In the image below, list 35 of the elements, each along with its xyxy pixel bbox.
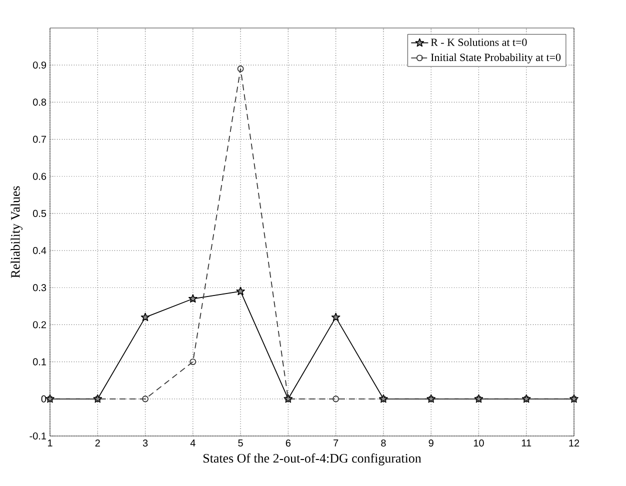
- y-axis-title: Reliability Values: [10, 186, 22, 278]
- y-tick-label: 0.6: [33, 172, 46, 180]
- y-tick-label: 0.8: [33, 98, 46, 106]
- legend-label: Initial State Probability at t=0: [430, 53, 561, 64]
- y-tick-label: 0.7: [33, 136, 46, 143]
- x-tick-label: 7: [334, 440, 338, 446]
- point: [331, 312, 340, 322]
- x-tick-label: 9: [428, 440, 434, 447]
- legend-label: R - K Solutions at t=0: [430, 38, 527, 46]
- x-tick-label: 1: [48, 440, 52, 446]
- point: [142, 396, 149, 402]
- x-tick-label: 3: [142, 440, 148, 447]
- y-tick-label: 0.3: [33, 284, 46, 292]
- y-tick-label: 0.2: [33, 321, 46, 328]
- x-tick-label: 10: [474, 440, 484, 447]
- x-tick-label: 8: [381, 440, 386, 447]
- y-tick-label: 0.5: [33, 210, 46, 217]
- y-tick-label: 0.1: [33, 358, 46, 366]
- x-tick-label: 6: [286, 440, 291, 447]
- point: [190, 358, 196, 366]
- point: [332, 396, 340, 402]
- y-tick-label: 0.9: [33, 62, 46, 69]
- x-axis-title: States Of the 2-out-of-4:DG configuration: [204, 453, 422, 466]
- x-tick-label: 2: [95, 440, 100, 446]
- point: [140, 312, 150, 322]
- point: [237, 66, 244, 72]
- point: [236, 286, 245, 296]
- y-tick-label: -0.1: [30, 432, 46, 440]
- x-tick-label: 12: [569, 440, 580, 446]
- x-tick-label: 4: [190, 440, 196, 446]
- y-tick-label: 0.4: [33, 247, 46, 254]
- x-tick-label: 11: [522, 440, 532, 446]
- y-tick-label: 0: [41, 395, 46, 402]
- x-tick-label: 5: [238, 440, 243, 446]
- point: [188, 294, 198, 303]
